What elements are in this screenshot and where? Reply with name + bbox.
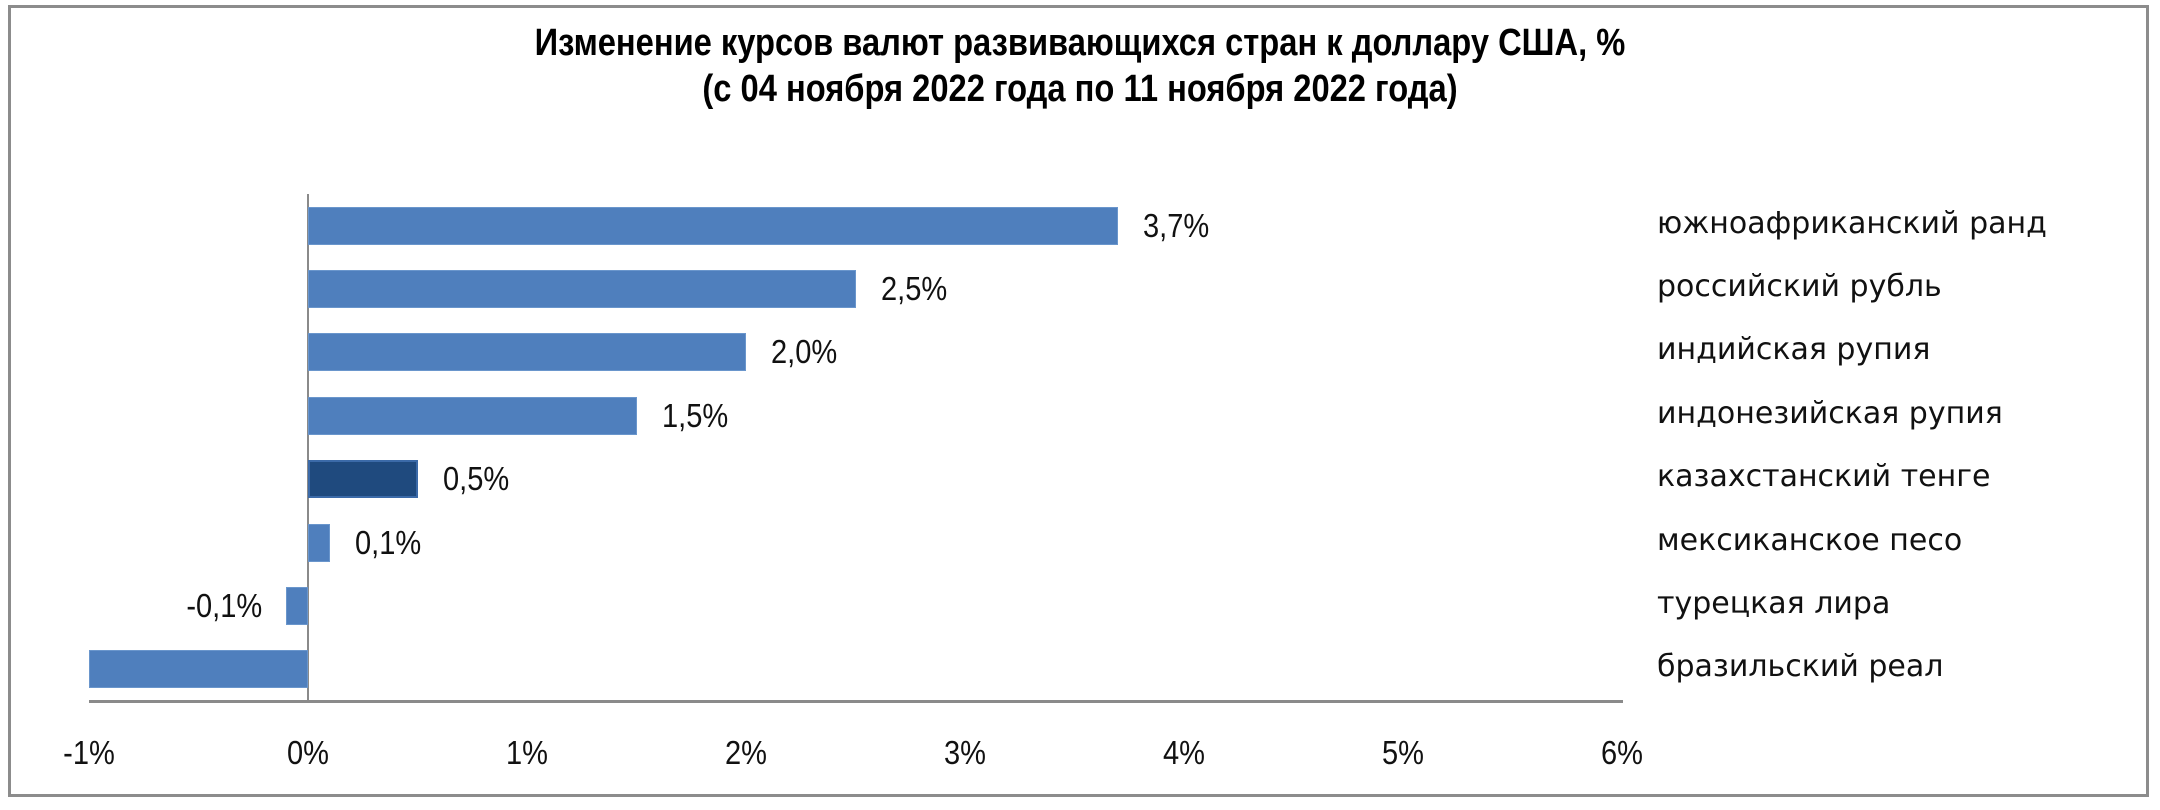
data-label: 0,5% — [443, 460, 510, 497]
data-label: 1,5% — [662, 397, 729, 434]
chart-title: Изменение курсов валют развивающихся стр… — [0, 20, 2160, 112]
bar — [308, 270, 856, 308]
category-label: индийская рупия — [1657, 332, 1931, 367]
x-tick-label: -1% — [63, 734, 115, 771]
bar — [308, 207, 1118, 245]
x-tick-label: 1% — [506, 734, 548, 771]
x-tick-label: 6% — [1601, 734, 1643, 771]
x-tick-label: 0% — [287, 734, 329, 771]
category-label: турецкая лира — [1657, 586, 1891, 621]
bar — [308, 460, 418, 498]
data-label: 0,1% — [355, 524, 422, 561]
data-label: 3,7% — [1143, 207, 1210, 244]
chart-subtitle: (с 04 ноября 2022 года по 11 ноября 2022… — [702, 68, 1458, 110]
bar — [286, 587, 308, 625]
category-label: казахстанский тенге — [1657, 459, 1991, 494]
category-label: мексиканское песо — [1657, 523, 1963, 558]
x-tick-label: 5% — [1382, 734, 1424, 771]
data-label: 2,0% — [771, 333, 838, 370]
bar — [308, 524, 330, 562]
category-label: южноафриканский ранд — [1657, 206, 2047, 241]
x-axis-line — [89, 700, 1623, 703]
bar — [89, 650, 308, 688]
data-label: 2,5% — [881, 270, 948, 307]
data-label: -0,1% — [186, 587, 262, 624]
category-label: индонезийская рупия — [1657, 396, 2003, 431]
bar — [308, 333, 746, 371]
chart-title-main: Изменение курсов валют развивающихся стр… — [534, 22, 1626, 64]
zero-axis-line — [307, 194, 309, 702]
x-tick-label: 2% — [725, 734, 767, 771]
bar — [308, 397, 637, 435]
category-label: российский рубль — [1657, 269, 1942, 304]
category-label: бразильский реал — [1657, 649, 1944, 684]
x-tick-label: 4% — [1163, 734, 1205, 771]
x-tick-label: 3% — [944, 734, 986, 771]
